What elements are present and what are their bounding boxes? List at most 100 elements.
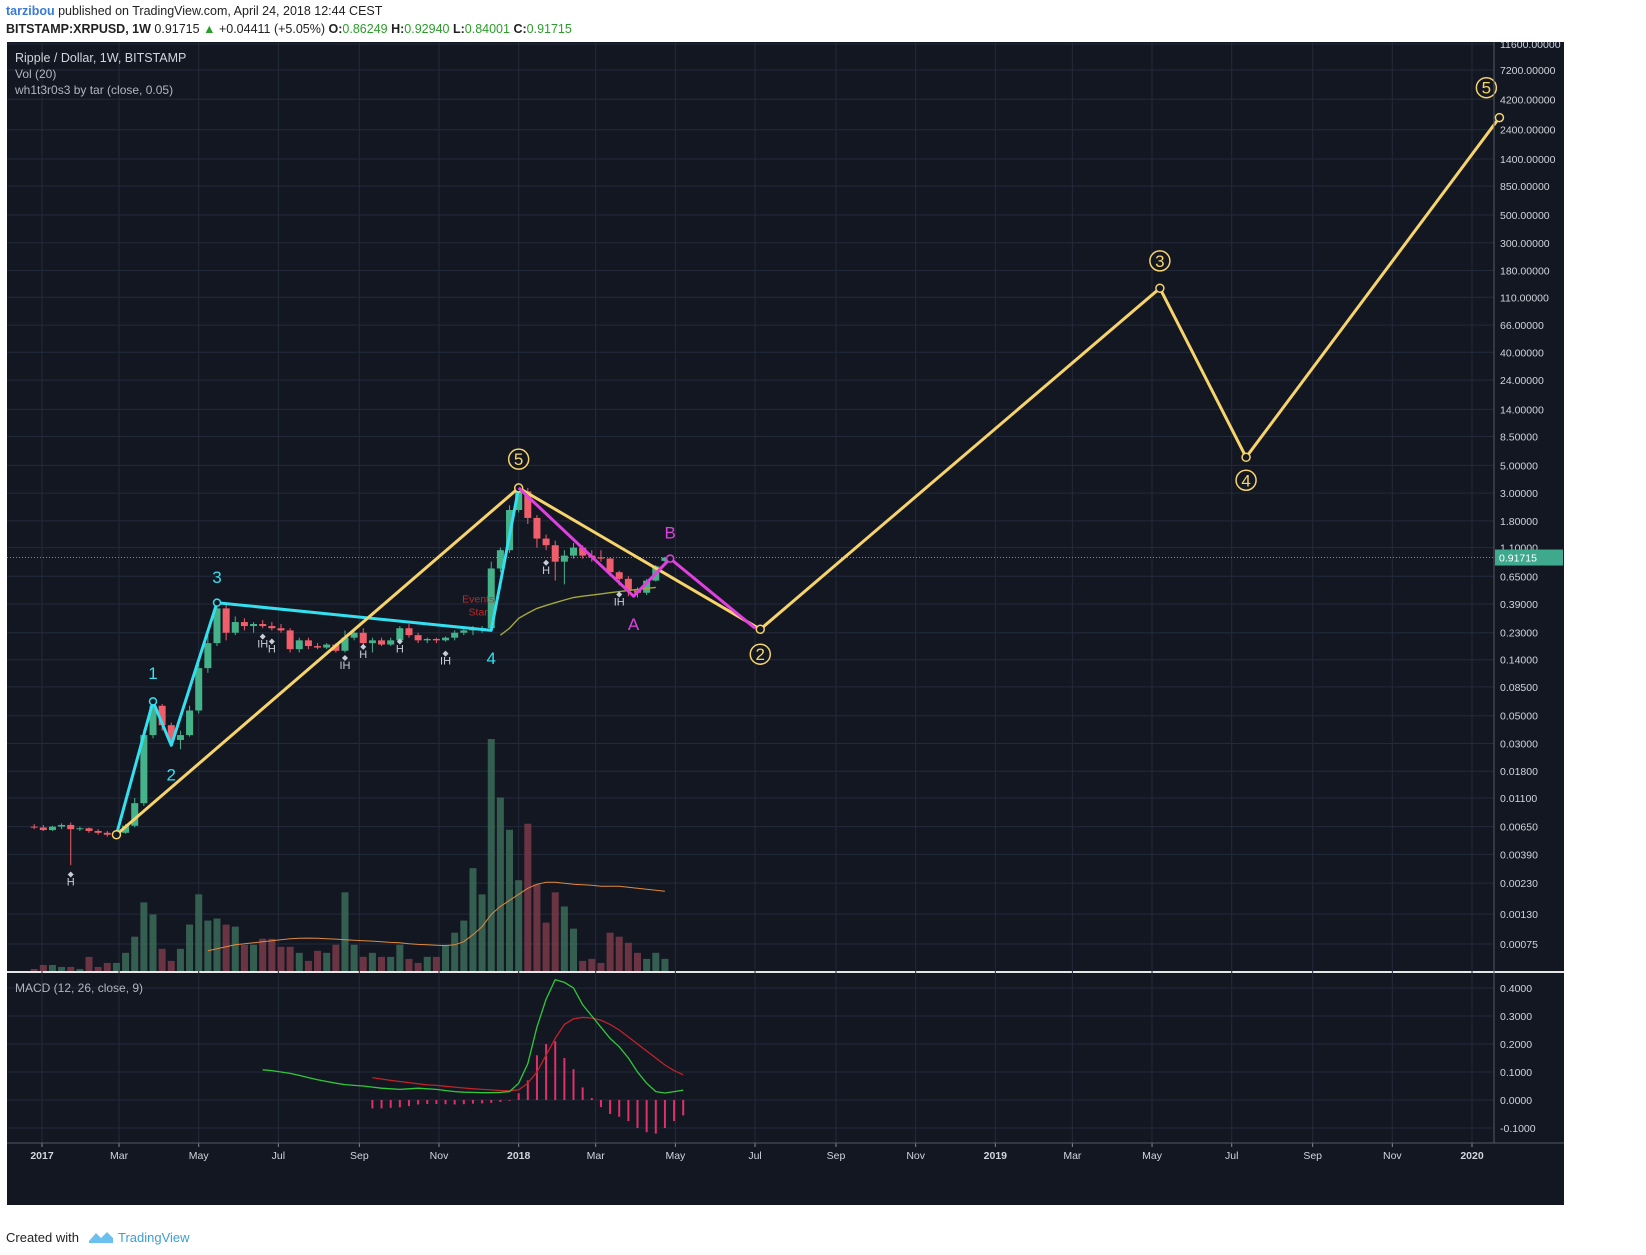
macd-line: [262, 978, 684, 1094]
candle-body: [30, 826, 38, 828]
volume-bar: [396, 944, 404, 971]
symbol-label[interactable]: BITSTAMP:XRPUSD, 1W: [6, 22, 151, 36]
candle-body: [524, 491, 532, 518]
author-link[interactable]: tarzibou: [6, 4, 55, 18]
pattern-marker-label: H: [396, 643, 404, 655]
volume-bar: [478, 894, 486, 971]
volume-sma-line: [207, 881, 665, 952]
candle-body: [451, 632, 459, 638]
volume-bar: [332, 944, 340, 971]
price-tick-label: 500.00000: [1500, 210, 1550, 222]
macd-tick-label: 0.1000: [1500, 1067, 1532, 1079]
price-tick-label: 24.00000: [1500, 375, 1544, 387]
price-tick-label: 0.14000: [1500, 655, 1538, 667]
candle-body: [332, 644, 340, 651]
volume-bars: [30, 739, 669, 971]
wave-label: 3: [1155, 252, 1164, 271]
pattern-marker-diamond-icon: [259, 633, 266, 640]
tradingview-brand-link[interactable]: TradingView: [118, 1230, 190, 1245]
volume-bar: [451, 932, 459, 971]
pattern-marker-label: IH: [614, 596, 625, 608]
wave-label: B: [664, 524, 675, 543]
wave-label-circle: [1235, 469, 1257, 492]
pattern-marker-label: IH: [257, 639, 268, 651]
created-with-label: Created with: [6, 1230, 79, 1245]
candle-body: [643, 580, 651, 593]
macd-tick-label: -0.1000: [1500, 1123, 1536, 1135]
candle-body: [515, 491, 523, 510]
time-tick-label: 2018: [507, 1150, 531, 1162]
volume-bar: [195, 894, 203, 971]
time-tick-label: Sep: [1303, 1150, 1322, 1162]
volume-bar: [140, 902, 148, 971]
time-tick-label: Mar: [1063, 1150, 1082, 1162]
volume-bar: [186, 924, 194, 971]
volume-bar: [314, 950, 322, 971]
volume-bar: [112, 962, 120, 971]
volume-bar: [643, 958, 651, 971]
volume-bar: [606, 932, 614, 971]
wave-label-circle: [1475, 76, 1498, 99]
pattern-marker-label: H: [67, 876, 75, 888]
candle-body: [48, 826, 56, 831]
candle-body: [131, 803, 139, 826]
wave-label: 5: [1482, 79, 1491, 98]
price-tick-label: 300.00000: [1500, 238, 1550, 250]
volume-bar: [579, 960, 587, 971]
macd-signal-line: [372, 1016, 684, 1092]
candle-body: [423, 638, 431, 641]
pattern-marker-diamond-icon: [360, 643, 367, 650]
candle-body: [149, 705, 157, 736]
last-price-tag-label: 0.91715: [1499, 553, 1537, 565]
volume-bar: [103, 962, 111, 971]
volume-bar: [487, 739, 495, 971]
macd-legend: MACD (12, 26, close, 9): [15, 981, 143, 995]
price-tick-label: 3.00000: [1500, 488, 1538, 500]
candle-body: [304, 640, 312, 647]
wave-pivot-point: [755, 624, 766, 635]
volume-bar: [542, 922, 550, 971]
volume-bar: [442, 944, 450, 971]
wave-line-yellow: [115, 116, 1501, 836]
volume-bar: [58, 966, 66, 971]
volume-bar: [286, 946, 294, 971]
candle-body: [460, 630, 468, 633]
candle-body: [368, 640, 376, 644]
price-tick-label: 0.01100: [1500, 793, 1537, 805]
candle-body: [295, 640, 303, 650]
candle-body: [140, 735, 148, 804]
event-annotation-label: Star: [469, 607, 489, 619]
volume-bar: [560, 906, 568, 971]
price-tick-label: 0.03000: [1500, 738, 1538, 750]
volume-bar: [652, 952, 660, 971]
wave-pivot-point: [212, 598, 222, 607]
volume-bar: [341, 892, 349, 971]
price-tick-label: 5.00000: [1500, 460, 1538, 472]
wave-label-circle: [749, 643, 772, 665]
price-tick-label: 110.00000: [1500, 292, 1549, 304]
volume-bar: [204, 920, 212, 971]
price-tick-label: 40.00000: [1500, 347, 1544, 359]
pattern-marker-label: IH: [339, 660, 350, 672]
pattern-marker-diamond-icon: [543, 559, 550, 566]
candle-body: [231, 622, 239, 633]
candle-body: [624, 578, 632, 591]
time-tick-label: Nov: [906, 1150, 925, 1162]
candle-body: [268, 626, 276, 629]
candle-body: [414, 635, 422, 641]
candle-body: [250, 624, 258, 627]
price-tick-label: 0.39000: [1500, 599, 1538, 611]
volume-bar: [378, 956, 386, 971]
tradingview-logo-icon: [89, 1232, 113, 1243]
time-tick-label: Jul: [272, 1150, 285, 1162]
price-chart[interactable]: 123455BA2345HIHHIHHHIHHIHEventsStar 1160…: [0, 42, 1646, 1218]
wave-label: 2: [756, 645, 765, 664]
wave-label-circle: [507, 448, 530, 470]
volume-bar: [295, 952, 303, 971]
candle-body: [551, 545, 559, 562]
wave-label: 1: [148, 664, 157, 683]
volume-bar: [387, 956, 395, 971]
pattern-marker-label: IH: [440, 656, 451, 668]
volume-bar: [259, 938, 267, 971]
volume-bar: [624, 942, 632, 971]
